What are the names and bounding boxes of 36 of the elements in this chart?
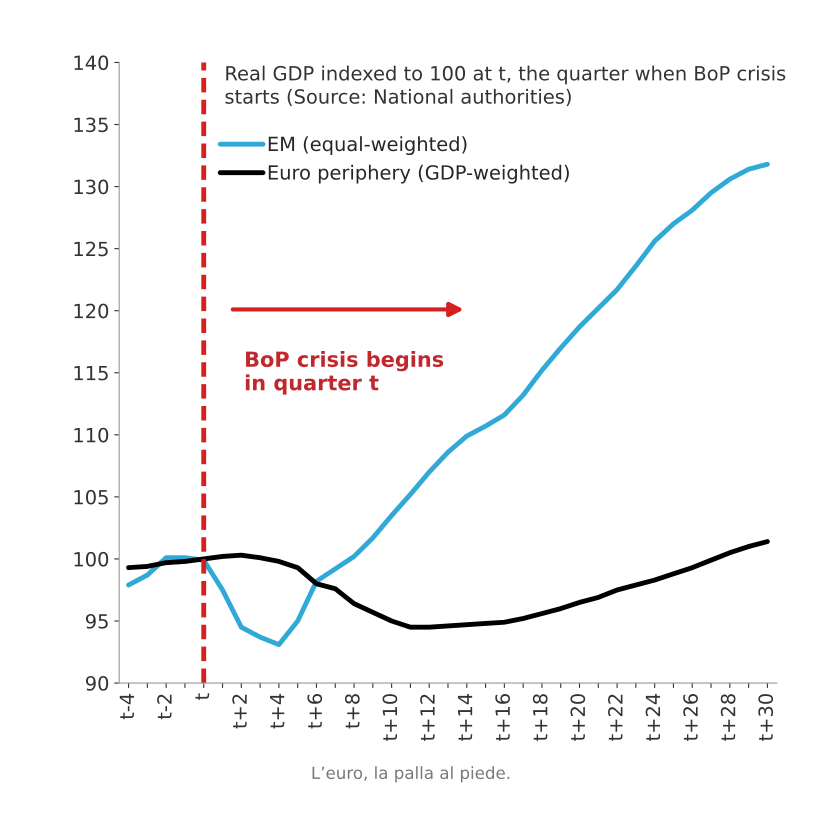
x-tick-label: t-2 bbox=[157, 694, 172, 720]
y-tick-label: 110 bbox=[74, 428, 108, 442]
legend-title: Real GDP indexed to 100 at t, the quarter when BoP crisis starts (Source: National authorities) bbox=[225, 66, 786, 106]
y-tick-label: 130 bbox=[74, 180, 108, 194]
line-series bbox=[126, 162, 770, 648]
legend-label: Euro periphery (GDP-weighted) bbox=[268, 164, 569, 184]
x-tick-label: t-4 bbox=[120, 694, 134, 720]
x-tick-label: t+4 bbox=[270, 694, 284, 729]
x-tick-label: t+24 bbox=[646, 694, 660, 741]
y-tick-label: 135 bbox=[74, 117, 108, 132]
x-tick-label: t+30 bbox=[758, 694, 774, 741]
x-tick-label: t+10 bbox=[382, 694, 398, 741]
y-tick-label: 125 bbox=[74, 242, 108, 256]
annotation: BoP crisis begins in quarter t bbox=[246, 350, 444, 395]
y-tick-label: 100 bbox=[74, 552, 108, 567]
x-tick-label: t+2 bbox=[232, 694, 247, 729]
x-tick-label: t+18 bbox=[532, 694, 548, 741]
y-tick-label: 95 bbox=[86, 614, 108, 629]
x-tick-label: t+16 bbox=[495, 694, 510, 741]
x-tick-label: t+22 bbox=[608, 694, 622, 741]
x-tick-label: t+20 bbox=[570, 694, 586, 741]
x-tick-label: t+6 bbox=[307, 694, 322, 729]
y-tick-label: 105 bbox=[74, 490, 108, 505]
x-tick-label: t+26 bbox=[683, 694, 698, 741]
x-tick-label: t bbox=[195, 693, 210, 700]
x-tick-label: t+8 bbox=[344, 694, 360, 729]
y-tick-label: 115 bbox=[74, 366, 108, 380]
x-tick-label: t+14 bbox=[458, 694, 472, 741]
text: L’euro, la palla al piede. bbox=[312, 766, 510, 782]
y-tick-label: 140 bbox=[74, 55, 108, 70]
x-tick-label: t+28 bbox=[720, 694, 736, 741]
y-tick-label: 120 bbox=[74, 304, 108, 318]
line-series bbox=[126, 539, 770, 630]
legend-label: EM (equal-weighted) bbox=[268, 136, 466, 156]
y-tick-label: 90 bbox=[86, 676, 108, 691]
x-tick-label: t+12 bbox=[420, 694, 435, 741]
